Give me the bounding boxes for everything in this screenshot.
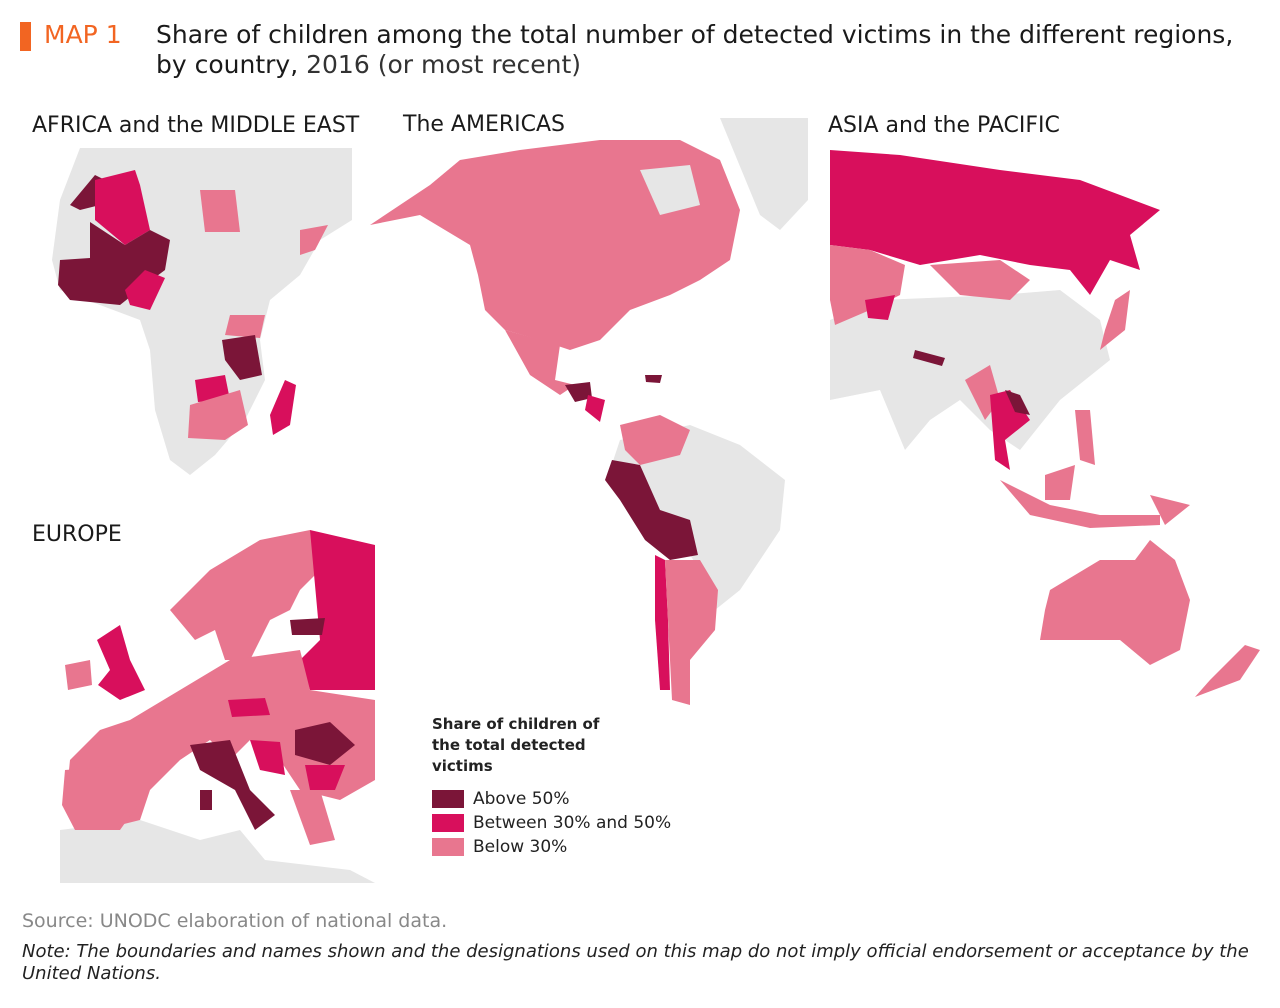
asia-central xyxy=(830,245,905,325)
asia-laos xyxy=(1005,390,1030,415)
asia-russia xyxy=(830,150,1160,295)
americas-peru-bolivia xyxy=(605,460,698,560)
africa-madagascar xyxy=(270,380,296,435)
americas-panel xyxy=(370,118,808,705)
map-accent-bar xyxy=(20,22,31,51)
americas-south-no-data xyxy=(610,425,785,610)
americas-caribbean xyxy=(645,375,662,383)
africa-country xyxy=(188,390,248,440)
asia-no-data xyxy=(830,290,1110,450)
africa-country xyxy=(200,190,240,232)
legend-item-30-50: Between 30% and 50% xyxy=(432,811,671,835)
asia-indonesia xyxy=(1000,480,1160,528)
legend-item-above-50: Above 50% xyxy=(432,787,671,811)
europe-sardinia xyxy=(200,790,212,810)
americas-chile xyxy=(655,555,670,690)
region-label-asia: ASIA and the PACIFIC xyxy=(828,113,1060,138)
asia-australia xyxy=(1040,540,1190,665)
africa-country xyxy=(225,315,265,338)
africa-country xyxy=(125,270,165,310)
asia-mongolia xyxy=(930,260,1030,300)
asia-islands xyxy=(1045,410,1190,525)
asia-japan xyxy=(1100,290,1130,350)
africa-country xyxy=(300,225,328,255)
legend: Share of children of the total detected … xyxy=(432,714,671,859)
americas-central xyxy=(565,382,592,402)
europe-mainland xyxy=(65,650,375,830)
title-year: 2016 (or most recent) xyxy=(298,50,582,79)
americas-canada-usa xyxy=(370,140,740,350)
americas-no-data xyxy=(720,118,808,230)
americas-greenland-area xyxy=(640,165,700,215)
europe-romania xyxy=(295,722,355,765)
asia-country xyxy=(865,295,895,320)
legend-swatch xyxy=(432,790,464,808)
legend-label: Below 30% xyxy=(473,837,568,857)
map-title: Share of children among the total number… xyxy=(156,20,1266,80)
region-label-europe: EUROPE xyxy=(32,522,122,547)
disclaimer-note: Note: The boundaries and names shown and… xyxy=(22,941,1249,984)
legend-item-below-30: Below 30% xyxy=(432,835,671,859)
americas-colombia-venezuela xyxy=(620,415,690,465)
europe-no-data xyxy=(60,820,375,883)
asia-panel xyxy=(830,150,1260,697)
title-main: Share of children among the total number… xyxy=(156,20,1234,79)
source-note: Source: UNODC elaboration of national da… xyxy=(22,910,448,932)
africa-panel xyxy=(52,148,352,475)
legend-swatch xyxy=(432,838,464,856)
region-label-africa: AFRICA and the MIDDLE EAST xyxy=(32,113,360,138)
europe-baltic xyxy=(290,618,325,635)
americas-central xyxy=(585,395,605,422)
europe-balkans xyxy=(250,740,345,790)
europe-scandinavia xyxy=(170,530,330,660)
africa-country xyxy=(195,375,230,402)
americas-mexico xyxy=(505,330,575,395)
americas-argentina xyxy=(665,560,718,705)
europe-panel xyxy=(60,530,375,883)
legend-title: Share of children of the total detected … xyxy=(432,715,600,775)
map-number: MAP 1 xyxy=(44,20,122,49)
europe-russia xyxy=(300,530,375,690)
legend-label: Between 30% and 50% xyxy=(473,813,672,833)
europe-italy xyxy=(190,740,275,830)
europe-spain xyxy=(62,765,145,830)
region-label-americas: The AMERICAS xyxy=(403,112,565,137)
europe-uk xyxy=(97,625,145,700)
africa-country xyxy=(222,335,262,380)
europe-czech xyxy=(228,698,270,717)
europe-greece xyxy=(290,790,335,845)
asia-nepal xyxy=(913,350,945,366)
africa-country xyxy=(95,170,150,245)
europe-ireland xyxy=(65,660,92,690)
legend-swatch xyxy=(432,814,464,832)
legend-label: Above 50% xyxy=(473,789,570,809)
asia-new-zealand xyxy=(1195,645,1260,697)
